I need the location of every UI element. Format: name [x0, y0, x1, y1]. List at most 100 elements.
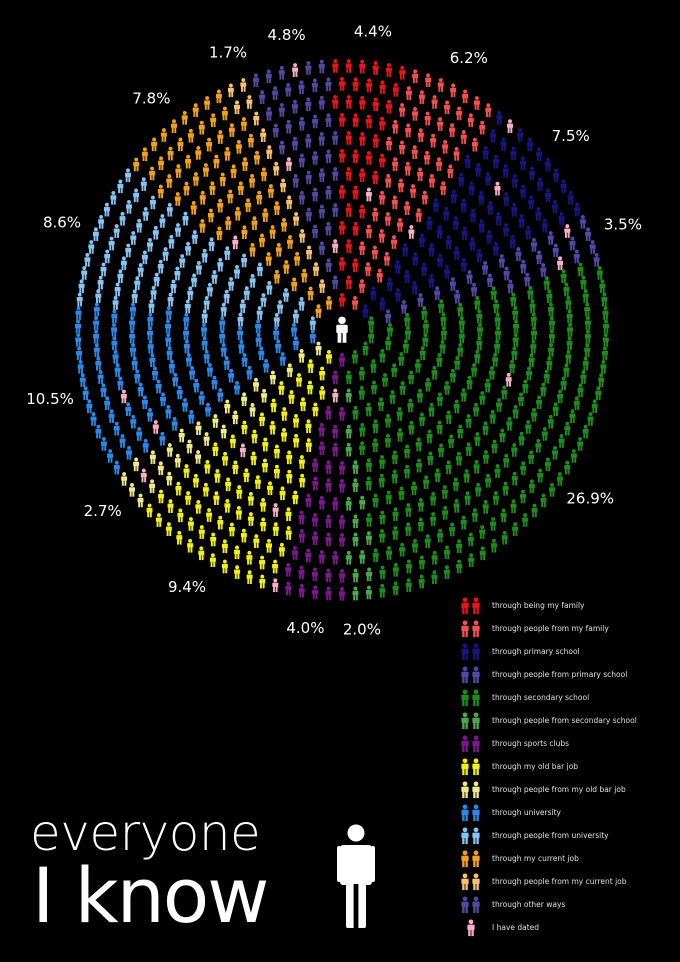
person-mark [500, 137, 507, 152]
person-mark [120, 256, 127, 271]
person-mark [546, 289, 553, 304]
person-mark [247, 491, 254, 506]
person-mark [130, 302, 136, 317]
person-mark [165, 522, 172, 536]
person-mark [187, 538, 194, 553]
legend-label: through being my family [492, 601, 585, 610]
person-mark [309, 329, 316, 344]
person-mark [444, 380, 450, 395]
person-mark [402, 339, 409, 354]
person-mark [182, 211, 189, 226]
person-mark [157, 259, 164, 274]
person-mark [582, 289, 589, 303]
person-mark [405, 123, 412, 138]
person-mark [552, 402, 559, 417]
person-mark [513, 319, 519, 334]
person-mark [511, 471, 518, 486]
person-mark [259, 412, 265, 427]
person-mark [256, 306, 263, 320]
person-mark [515, 247, 522, 261]
person-mark [113, 421, 120, 436]
person-mark [345, 442, 352, 457]
person-mark [339, 76, 345, 91]
person-mark [452, 216, 459, 230]
person-mark [352, 221, 359, 236]
person-mark [449, 123, 456, 137]
person-mark [136, 218, 143, 233]
person-mark [474, 432, 481, 446]
person-mark [563, 363, 570, 377]
person-mark [352, 586, 359, 601]
person-mark [372, 419, 379, 434]
person-mark [241, 253, 248, 268]
person-mark [372, 438, 379, 452]
person-mark [485, 103, 492, 117]
person-mark [482, 260, 489, 275]
person-mark [359, 550, 366, 564]
person-mark [399, 381, 406, 395]
person-mark [149, 195, 156, 210]
person-mark [77, 359, 84, 374]
person-mark [511, 202, 518, 217]
person-mark [458, 329, 465, 344]
person-mark [177, 508, 184, 523]
person-mark [104, 249, 111, 264]
person-mark [249, 173, 256, 188]
person-mark [471, 137, 478, 152]
person-mark [453, 146, 460, 161]
person-mark [362, 304, 369, 318]
person-mark [307, 286, 314, 301]
person-mark [520, 461, 527, 476]
person-mark [543, 369, 550, 384]
person-mark [386, 546, 392, 560]
person-mark [498, 254, 505, 268]
person-mark [404, 326, 411, 340]
person-mark [300, 397, 306, 412]
person-mark [247, 133, 254, 148]
person-mark [183, 464, 190, 478]
person-mark [552, 243, 559, 258]
pair-figure-icon [461, 711, 480, 729]
person-mark [206, 282, 213, 297]
person-mark [217, 388, 224, 402]
person-mark [405, 86, 412, 100]
person-mark [502, 164, 509, 178]
person-mark [352, 460, 359, 474]
person-mark [240, 78, 247, 92]
person-mark [104, 396, 111, 411]
person-mark [444, 100, 450, 115]
person-mark [467, 113, 474, 128]
person-mark [332, 167, 339, 181]
person-mark [260, 128, 267, 142]
person-mark [339, 478, 345, 493]
person-mark [298, 190, 305, 205]
legend-label: through people from secondary school [492, 716, 637, 725]
person-mark [440, 181, 447, 196]
slice-label: 7.8% [132, 89, 170, 107]
person-mark [460, 257, 467, 272]
person-mark [95, 356, 102, 371]
person-mark [198, 525, 205, 539]
person-mark [411, 481, 417, 496]
person-mark [319, 385, 326, 400]
person-mark [447, 164, 454, 179]
person-mark [285, 119, 292, 134]
person-mark [267, 481, 273, 496]
person-mark [234, 545, 240, 560]
person-mark [253, 111, 260, 126]
person-mark [137, 493, 144, 508]
person-mark [522, 379, 529, 394]
person-mark [470, 208, 477, 223]
person-mark [569, 409, 576, 423]
person-mark [454, 356, 461, 370]
person-mark [266, 106, 272, 121]
person-mark [535, 207, 542, 221]
person-mark [250, 451, 257, 466]
person-mark [172, 372, 179, 387]
person-mark [183, 326, 189, 341]
person-mark [318, 241, 325, 256]
person-mark [339, 568, 345, 583]
person-mark [584, 329, 591, 344]
person-mark [386, 99, 392, 114]
person-mark [496, 398, 502, 412]
